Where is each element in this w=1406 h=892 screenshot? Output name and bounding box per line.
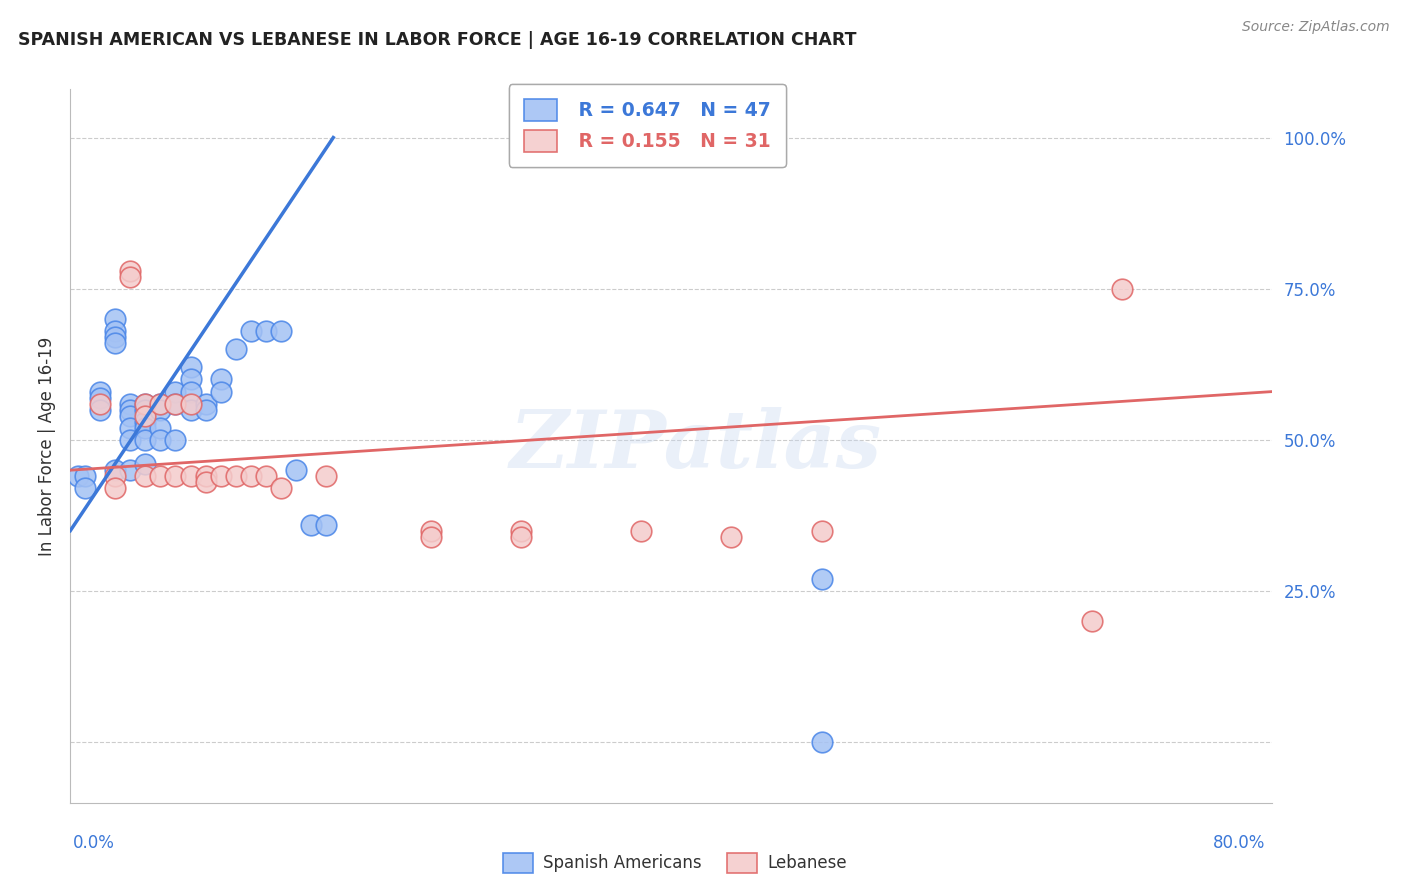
Text: ZIPatlas: ZIPatlas xyxy=(509,408,882,484)
Point xyxy=(180,372,202,386)
Point xyxy=(239,324,262,338)
Point xyxy=(149,469,172,483)
Point xyxy=(209,469,232,483)
Point xyxy=(120,397,142,411)
Point xyxy=(66,469,89,483)
Point xyxy=(165,469,187,483)
Point xyxy=(149,397,172,411)
Point xyxy=(194,402,217,417)
Point xyxy=(254,469,277,483)
Point xyxy=(270,324,292,338)
Point xyxy=(270,481,292,495)
Point xyxy=(104,330,127,344)
Point xyxy=(134,415,156,429)
Point xyxy=(1081,615,1104,629)
Point xyxy=(180,397,202,411)
Point xyxy=(134,397,156,411)
Point xyxy=(75,469,97,483)
Point xyxy=(225,343,247,357)
Point xyxy=(149,421,172,435)
Point xyxy=(165,384,187,399)
Legend: Spanish Americans, Lebanese: Spanish Americans, Lebanese xyxy=(496,847,853,880)
Point xyxy=(120,463,142,477)
Point xyxy=(180,384,202,399)
Point xyxy=(315,517,337,532)
Point xyxy=(254,324,277,338)
Point xyxy=(134,397,156,411)
Point xyxy=(120,409,142,423)
Point xyxy=(89,402,111,417)
Point xyxy=(104,463,127,477)
Point xyxy=(165,433,187,447)
Point xyxy=(510,524,533,538)
Point xyxy=(180,402,202,417)
Legend:  R = 0.647   N = 47,  R = 0.155   N = 31: R = 0.647 N = 47, R = 0.155 N = 31 xyxy=(509,85,786,167)
Point xyxy=(134,421,156,435)
Point xyxy=(420,530,443,544)
Point xyxy=(239,469,262,483)
Y-axis label: In Labor Force | Age 16-19: In Labor Force | Age 16-19 xyxy=(38,336,56,556)
Point xyxy=(120,402,142,417)
Point xyxy=(149,397,172,411)
Point xyxy=(89,397,111,411)
Point xyxy=(120,269,142,284)
Point xyxy=(315,469,337,483)
Point xyxy=(284,463,307,477)
Point xyxy=(165,397,187,411)
Point xyxy=(104,469,127,483)
Point xyxy=(104,324,127,338)
Point xyxy=(510,530,533,544)
Text: 0.0%: 0.0% xyxy=(73,834,115,852)
Point xyxy=(149,402,172,417)
Point xyxy=(1111,282,1133,296)
Point xyxy=(75,481,97,495)
Point xyxy=(720,530,742,544)
Point xyxy=(810,572,832,586)
Text: 80.0%: 80.0% xyxy=(1213,834,1265,852)
Point xyxy=(134,469,156,483)
Point xyxy=(209,372,232,386)
Point xyxy=(89,384,111,399)
Point xyxy=(420,524,443,538)
Point xyxy=(165,397,187,411)
Point xyxy=(134,457,156,471)
Point xyxy=(134,409,156,423)
Text: Source: ZipAtlas.com: Source: ZipAtlas.com xyxy=(1241,20,1389,34)
Point xyxy=(180,360,202,375)
Point xyxy=(120,433,142,447)
Point xyxy=(134,402,156,417)
Point xyxy=(120,263,142,277)
Point xyxy=(194,397,217,411)
Point xyxy=(149,433,172,447)
Text: SPANISH AMERICAN VS LEBANESE IN LABOR FORCE | AGE 16-19 CORRELATION CHART: SPANISH AMERICAN VS LEBANESE IN LABOR FO… xyxy=(18,31,856,49)
Point xyxy=(104,336,127,351)
Point xyxy=(810,735,832,749)
Point xyxy=(89,391,111,405)
Point xyxy=(299,517,322,532)
Point xyxy=(104,481,127,495)
Point xyxy=(180,469,202,483)
Point xyxy=(104,312,127,326)
Point xyxy=(630,524,652,538)
Point xyxy=(120,421,142,435)
Point xyxy=(209,384,232,399)
Point xyxy=(134,433,156,447)
Point xyxy=(194,469,217,483)
Point xyxy=(194,475,217,490)
Point xyxy=(810,524,832,538)
Point xyxy=(225,469,247,483)
